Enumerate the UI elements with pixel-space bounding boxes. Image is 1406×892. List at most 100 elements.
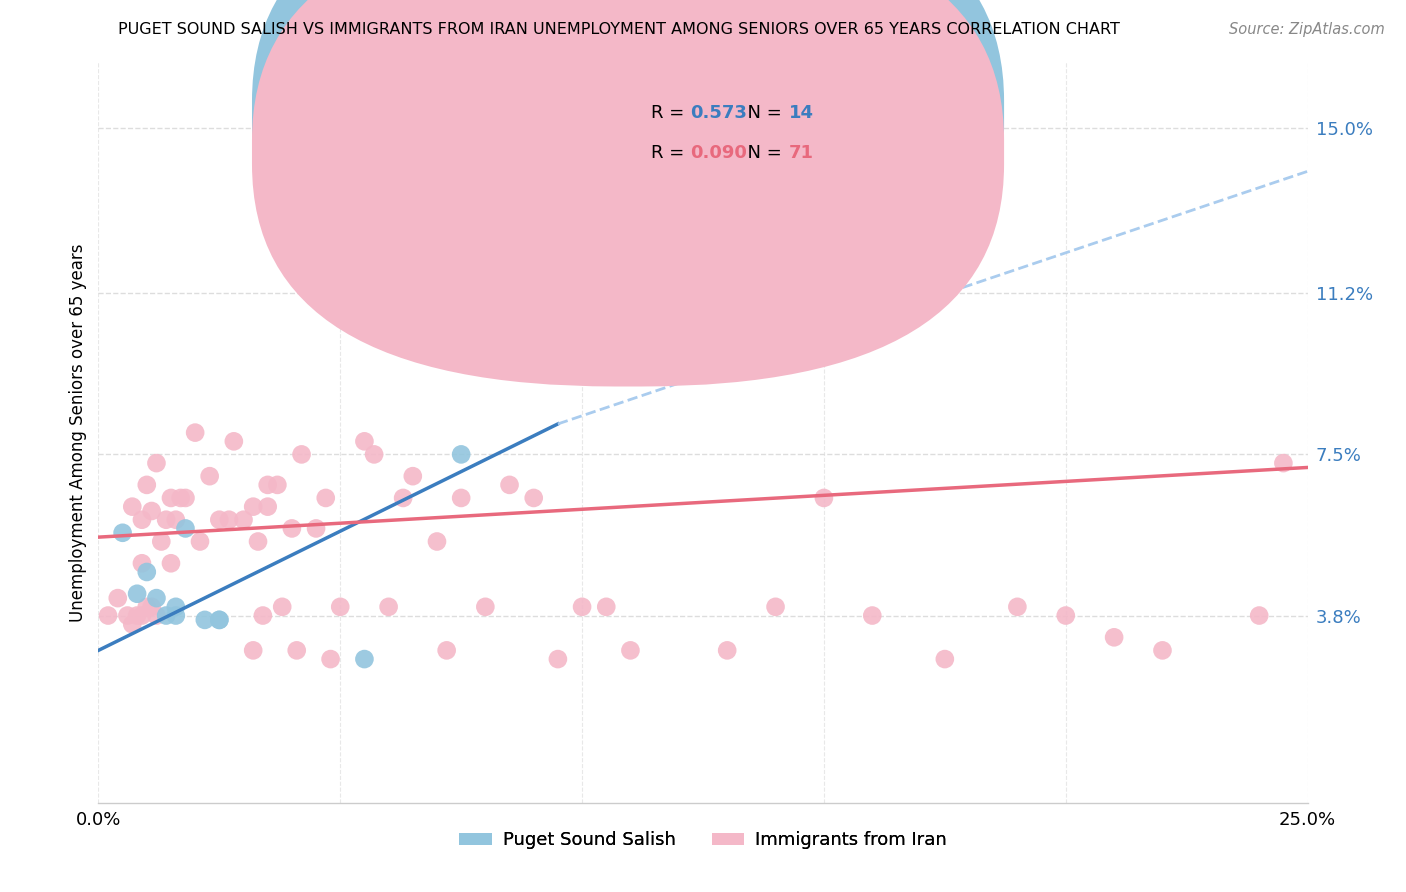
Point — [107, 591, 129, 606]
Point — [1152, 643, 1174, 657]
Point — [377, 599, 399, 614]
Point — [150, 534, 173, 549]
Point — [252, 608, 274, 623]
Point — [547, 652, 569, 666]
Point — [934, 652, 956, 666]
Text: 0.573: 0.573 — [690, 104, 747, 122]
Point — [121, 617, 143, 632]
Y-axis label: Unemployment Among Seniors over 65 years: Unemployment Among Seniors over 65 years — [69, 244, 87, 622]
Point — [716, 643, 738, 657]
Point — [127, 587, 149, 601]
Point — [860, 608, 883, 623]
Point — [668, 286, 690, 301]
Point — [188, 534, 211, 549]
Point — [595, 599, 617, 614]
Point — [353, 652, 375, 666]
Text: N =: N = — [735, 104, 787, 122]
Point — [160, 491, 183, 505]
Point — [290, 447, 312, 461]
Point — [208, 513, 231, 527]
Point — [208, 613, 231, 627]
Point — [242, 643, 264, 657]
Point — [315, 491, 337, 505]
Point — [208, 613, 231, 627]
Point — [131, 513, 153, 527]
Point — [184, 425, 207, 440]
Point — [363, 447, 385, 461]
Point — [329, 599, 352, 614]
Point — [174, 521, 197, 535]
Point — [121, 500, 143, 514]
Point — [97, 608, 120, 623]
FancyBboxPatch shape — [595, 88, 872, 181]
Point — [392, 491, 415, 505]
Point — [232, 513, 254, 527]
Point — [141, 599, 163, 614]
Point — [285, 643, 308, 657]
Point — [305, 521, 328, 535]
Point — [145, 591, 167, 606]
Text: R =: R = — [651, 144, 690, 161]
Point — [1272, 456, 1295, 470]
Text: Source: ZipAtlas.com: Source: ZipAtlas.com — [1229, 22, 1385, 37]
Point — [436, 643, 458, 657]
Point — [165, 513, 187, 527]
Text: N =: N = — [735, 144, 787, 161]
Point — [218, 513, 240, 527]
Point — [111, 525, 134, 540]
Point — [131, 608, 153, 623]
Point — [498, 478, 520, 492]
Point — [145, 456, 167, 470]
Point — [474, 599, 496, 614]
Point — [135, 478, 157, 492]
Point — [135, 565, 157, 579]
Point — [426, 534, 449, 549]
Point — [271, 599, 294, 614]
Point — [281, 521, 304, 535]
Point — [1054, 608, 1077, 623]
Point — [1007, 599, 1029, 614]
Legend: Puget Sound Salish, Immigrants from Iran: Puget Sound Salish, Immigrants from Iran — [453, 824, 953, 856]
Point — [353, 434, 375, 449]
Point — [1102, 630, 1125, 644]
Point — [174, 491, 197, 505]
Point — [155, 608, 177, 623]
Point — [256, 500, 278, 514]
Point — [242, 500, 264, 514]
Point — [319, 652, 342, 666]
FancyBboxPatch shape — [252, 0, 1004, 347]
Point — [247, 534, 270, 549]
Point — [402, 469, 425, 483]
Point — [194, 613, 217, 627]
Point — [256, 478, 278, 492]
Point — [165, 599, 187, 614]
Point — [547, 303, 569, 318]
Point — [155, 513, 177, 527]
Point — [117, 608, 139, 623]
Point — [160, 556, 183, 570]
Point — [131, 556, 153, 570]
Point — [523, 491, 546, 505]
Text: 14: 14 — [789, 104, 814, 122]
Text: PUGET SOUND SALISH VS IMMIGRANTS FROM IRAN UNEMPLOYMENT AMONG SENIORS OVER 65 YE: PUGET SOUND SALISH VS IMMIGRANTS FROM IR… — [118, 22, 1119, 37]
Text: 0.090: 0.090 — [690, 144, 747, 161]
Point — [145, 608, 167, 623]
Point — [765, 599, 787, 614]
Point — [198, 469, 221, 483]
Point — [169, 491, 191, 505]
Point — [222, 434, 245, 449]
FancyBboxPatch shape — [252, 0, 1004, 386]
Text: 71: 71 — [789, 144, 814, 161]
Point — [266, 478, 288, 492]
Point — [619, 643, 641, 657]
Point — [450, 491, 472, 505]
Point — [1249, 608, 1271, 623]
Point — [165, 608, 187, 623]
Text: R =: R = — [651, 104, 690, 122]
Point — [813, 491, 835, 505]
Point — [135, 599, 157, 614]
Point — [127, 608, 149, 623]
Point — [450, 447, 472, 461]
Point — [571, 599, 593, 614]
Point — [141, 504, 163, 518]
